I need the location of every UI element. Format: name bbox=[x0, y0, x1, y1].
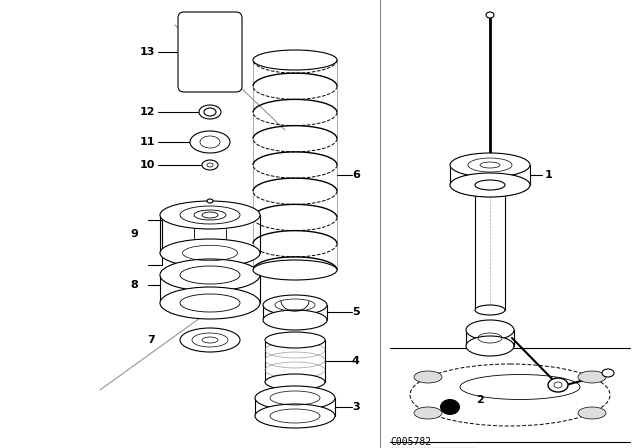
Ellipse shape bbox=[204, 108, 216, 116]
Ellipse shape bbox=[450, 173, 530, 197]
Ellipse shape bbox=[486, 12, 494, 18]
Ellipse shape bbox=[475, 180, 505, 190]
Ellipse shape bbox=[194, 210, 226, 220]
Text: 12: 12 bbox=[140, 107, 155, 117]
Ellipse shape bbox=[578, 407, 606, 419]
Ellipse shape bbox=[414, 407, 442, 419]
Text: 9: 9 bbox=[130, 229, 138, 239]
Ellipse shape bbox=[180, 328, 240, 352]
Ellipse shape bbox=[160, 239, 260, 267]
Ellipse shape bbox=[602, 369, 614, 377]
Ellipse shape bbox=[466, 320, 514, 340]
Ellipse shape bbox=[190, 131, 230, 153]
Ellipse shape bbox=[265, 332, 325, 348]
Ellipse shape bbox=[263, 295, 327, 315]
Ellipse shape bbox=[202, 160, 218, 170]
Text: C005782: C005782 bbox=[390, 437, 431, 447]
Ellipse shape bbox=[466, 336, 514, 356]
Ellipse shape bbox=[253, 50, 337, 70]
Text: 7: 7 bbox=[147, 335, 155, 345]
Text: 1: 1 bbox=[545, 170, 553, 180]
Ellipse shape bbox=[253, 260, 337, 280]
Ellipse shape bbox=[202, 212, 218, 218]
Ellipse shape bbox=[207, 163, 213, 167]
Text: 5: 5 bbox=[352, 307, 360, 317]
Ellipse shape bbox=[207, 199, 213, 203]
Ellipse shape bbox=[414, 371, 442, 383]
Text: 13: 13 bbox=[140, 47, 155, 57]
Text: 4: 4 bbox=[352, 356, 360, 366]
Ellipse shape bbox=[440, 399, 460, 415]
Ellipse shape bbox=[255, 386, 335, 410]
Ellipse shape bbox=[180, 206, 240, 224]
Ellipse shape bbox=[578, 371, 606, 383]
Ellipse shape bbox=[160, 259, 260, 291]
Ellipse shape bbox=[202, 337, 218, 343]
Ellipse shape bbox=[548, 378, 568, 392]
Ellipse shape bbox=[450, 153, 530, 177]
Ellipse shape bbox=[475, 305, 505, 315]
FancyBboxPatch shape bbox=[178, 12, 242, 92]
Text: 3: 3 bbox=[352, 402, 360, 412]
Ellipse shape bbox=[200, 136, 220, 148]
Ellipse shape bbox=[263, 310, 327, 330]
Text: 8: 8 bbox=[131, 280, 138, 290]
Ellipse shape bbox=[265, 374, 325, 390]
Ellipse shape bbox=[255, 404, 335, 428]
Ellipse shape bbox=[160, 287, 260, 319]
Text: 10: 10 bbox=[140, 160, 155, 170]
Ellipse shape bbox=[160, 201, 260, 229]
Text: 2: 2 bbox=[476, 395, 484, 405]
Ellipse shape bbox=[199, 105, 221, 119]
Text: 11: 11 bbox=[140, 137, 155, 147]
Text: 6: 6 bbox=[352, 170, 360, 180]
